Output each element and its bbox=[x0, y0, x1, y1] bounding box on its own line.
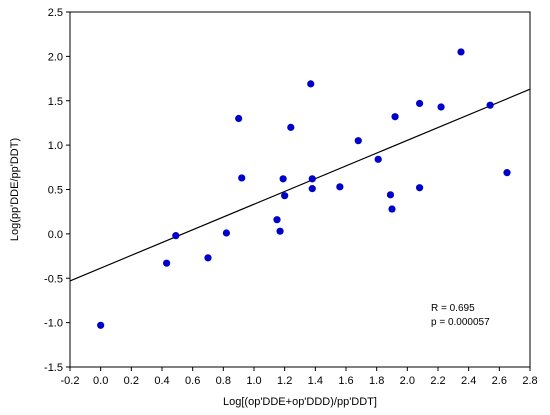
data-point bbox=[437, 103, 445, 111]
y-tick-label: -1.5 bbox=[44, 362, 63, 374]
x-axis: -0.2 0.0 0.2 0.4 0.6 0.8 1.0 1.2 1.4 1.6 1.8 2.0 2.2… bbox=[61, 367, 538, 387]
x-tick-label: -0.2 bbox=[61, 375, 80, 387]
plot-area bbox=[69, 11, 531, 368]
x-tick-label: 1.0 bbox=[246, 375, 261, 387]
y-tick-label: 2.5 bbox=[48, 7, 63, 19]
data-point bbox=[308, 185, 316, 193]
x-tick-label: 0.4 bbox=[154, 375, 169, 387]
x-tick-label: 0.2 bbox=[124, 375, 139, 387]
data-point bbox=[287, 123, 295, 131]
x-tick-label: 1.6 bbox=[338, 375, 353, 387]
x-tick-label: 1.2 bbox=[277, 375, 292, 387]
y-tick-label: -1.0 bbox=[44, 318, 63, 330]
data-point bbox=[204, 254, 212, 262]
x-axis-title: Log[(op'DDE+op'DDD)/pp'DDT] bbox=[223, 396, 377, 408]
y-tick-label: -0.5 bbox=[44, 273, 63, 285]
data-point bbox=[281, 192, 289, 200]
x-tick-label: 0.8 bbox=[216, 375, 231, 387]
y-tick-label: 0.5 bbox=[48, 185, 63, 197]
plot-frame bbox=[69, 11, 531, 368]
data-point bbox=[374, 155, 382, 163]
data-point bbox=[457, 48, 465, 56]
x-tick-label: 1.4 bbox=[308, 375, 323, 387]
data-point bbox=[416, 99, 424, 108]
data-point bbox=[388, 205, 396, 213]
y-tick-label: 1.5 bbox=[48, 96, 63, 108]
x-tick-label: 0.6 bbox=[185, 375, 200, 387]
y-tick-label: 2.0 bbox=[48, 51, 63, 63]
y-tick-label: 1.0 bbox=[48, 140, 63, 152]
data-point bbox=[279, 175, 287, 183]
data-point bbox=[163, 259, 171, 267]
x-tick-label: 2.0 bbox=[400, 375, 415, 387]
x-tick-label: 1.8 bbox=[369, 375, 384, 387]
x-tick-label: 2.2 bbox=[430, 375, 445, 387]
x-tick-label: 2.6 bbox=[492, 375, 507, 387]
y-tick-label: 0.0 bbox=[48, 229, 63, 241]
x-tick-label: 2.4 bbox=[461, 375, 476, 387]
data-point bbox=[308, 175, 316, 183]
data-point bbox=[391, 113, 399, 121]
data-point bbox=[172, 232, 180, 240]
data-point bbox=[307, 80, 315, 88]
data-point bbox=[503, 169, 511, 177]
x-tick-label: 2.8 bbox=[522, 375, 537, 387]
data-point bbox=[336, 183, 344, 191]
p-value-annotation: p = 0.000057 bbox=[431, 317, 490, 328]
data-point bbox=[97, 321, 105, 329]
data-point bbox=[354, 137, 362, 145]
data-point bbox=[235, 114, 243, 123]
data-point bbox=[238, 174, 246, 182]
correlation-annotation: R = 0.695 bbox=[431, 303, 475, 314]
data-point bbox=[222, 229, 230, 237]
data-point bbox=[273, 216, 281, 224]
x-tick-label: 0.0 bbox=[93, 375, 108, 387]
y-axis-title: Log(pp'DDE/pp'DDT) bbox=[9, 138, 21, 241]
data-point bbox=[276, 227, 284, 235]
regression-line bbox=[69, 88, 531, 282]
y-axis: -1.5 -1.0 -0.5 0.0 0.5 1.0 1.5 2.0 2.5 bbox=[44, 7, 70, 374]
data-point bbox=[486, 101, 494, 109]
data-point bbox=[386, 191, 395, 199]
data-point bbox=[416, 184, 424, 192]
